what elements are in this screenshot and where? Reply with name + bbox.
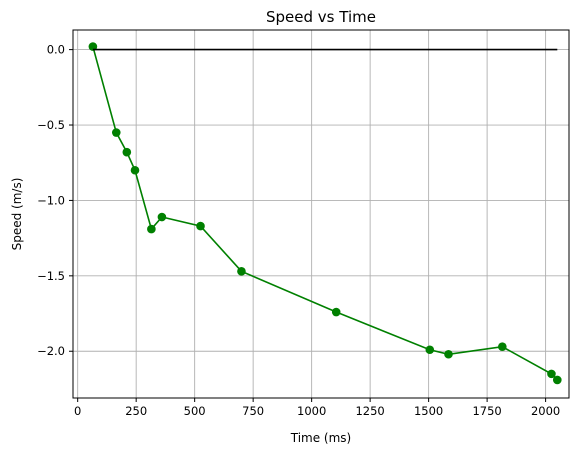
x-axis-label: Time (ms)	[290, 431, 352, 445]
chart-title: Speed vs Time	[266, 8, 376, 26]
data-point	[111, 128, 121, 137]
data-point	[553, 375, 562, 385]
x-tick-label: 750	[242, 404, 264, 418]
x-tick-label: 500	[184, 404, 206, 418]
data-point	[547, 369, 556, 379]
x-tick-label: 1000	[297, 404, 326, 418]
data-point	[88, 42, 98, 51]
data-point	[237, 267, 246, 276]
data-point	[157, 212, 167, 222]
plot-series	[88, 42, 562, 385]
y-tick-label: −1.0	[37, 193, 65, 207]
x-tick-label: 1750	[472, 404, 501, 418]
data-point	[196, 221, 205, 231]
x-tick-label: 2000	[531, 404, 560, 418]
y-tick-label: −0.5	[37, 118, 65, 132]
data-point	[331, 307, 341, 317]
y-tick-label: 0.0	[47, 43, 65, 57]
grid	[73, 30, 569, 398]
data-point	[425, 345, 435, 355]
x-tick-label: 1500	[414, 404, 443, 418]
data-point	[498, 342, 507, 352]
data-point	[122, 147, 132, 157]
y-tick-label: −1.5	[37, 269, 65, 283]
x-tick-label: 250	[125, 404, 147, 418]
data-point	[147, 224, 156, 234]
data-point	[130, 165, 140, 175]
axis-ticks: 0 250 500 750 1000 1250 1500 1750 2000 0.0 −0.5 −1.…	[37, 43, 560, 418]
y-tick-label: −2.0	[37, 344, 65, 358]
data-point	[444, 349, 453, 359]
x-tick-label: 1250	[355, 404, 384, 418]
plot-frame	[72, 29, 570, 399]
x-tick-label: 0	[74, 404, 81, 418]
y-axis-label: Speed (m/s)	[10, 178, 24, 251]
